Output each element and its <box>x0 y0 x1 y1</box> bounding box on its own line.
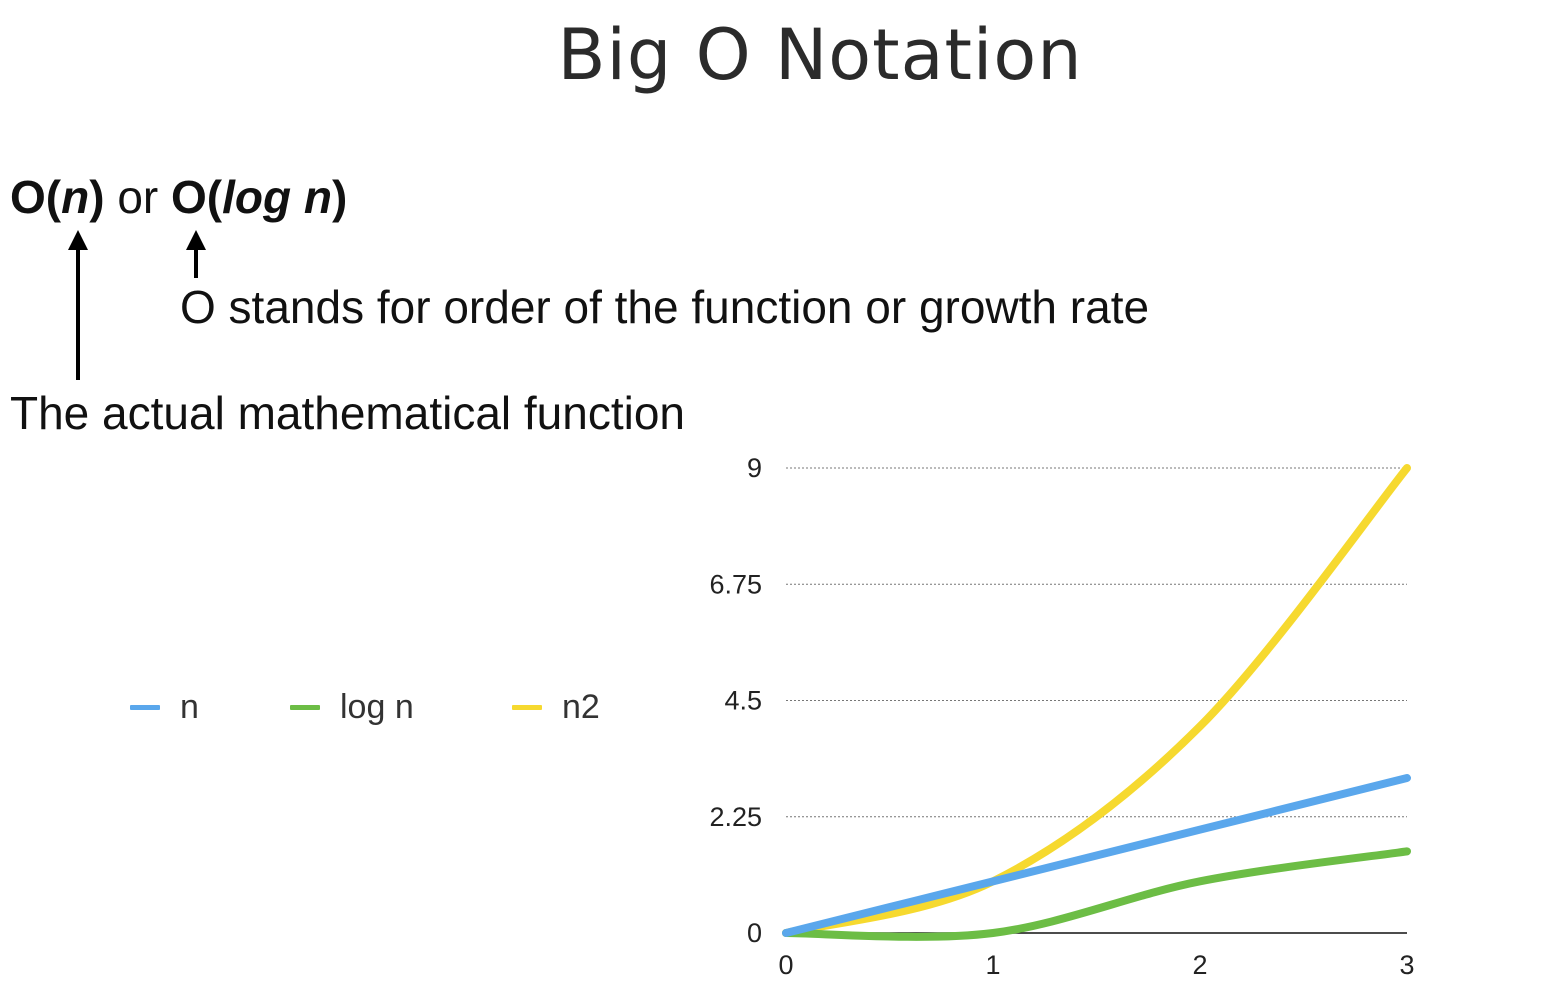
y-tick-label-4: 9 <box>747 453 762 483</box>
y-tick-label-0: 0 <box>747 918 762 948</box>
legend-swatch-n <box>130 705 160 710</box>
x-tick-label-1: 1 <box>985 950 1000 980</box>
arrow-function <box>68 230 88 380</box>
legend-swatch-n2 <box>512 705 542 710</box>
series-line-n <box>782 774 1411 937</box>
y-tick-label-3: 6.75 <box>709 569 762 599</box>
x-tick-label-3: 3 <box>1399 950 1414 980</box>
arrow-order <box>186 230 206 278</box>
y-tick-label-1: 2.25 <box>709 802 762 832</box>
legend-swatch-log-n <box>290 705 320 710</box>
notation-big-o-log-n: O(log n) <box>171 171 348 223</box>
notation-big-o-n: O(n) <box>10 171 105 223</box>
notation-connector: or <box>104 171 172 223</box>
slide-title: Big O Notation <box>557 14 1083 96</box>
x-tick-label-2: 2 <box>1192 950 1207 980</box>
series-line-log-n <box>782 847 1411 941</box>
annotation-function-text: The actual mathematical function <box>10 387 686 439</box>
notation-expression: O(n) or O(log n) <box>10 170 347 224</box>
y-tick-label-2: 4.5 <box>724 686 762 716</box>
x-tick-label-0: 0 <box>778 950 793 980</box>
legend-label-n2: n2 <box>562 688 600 726</box>
legend-label-log-n: log n <box>340 688 414 726</box>
annotation-order-text: O stands for order of the function or gr… <box>180 281 1150 333</box>
legend-label-n: n <box>180 688 199 726</box>
series-line-n2 <box>782 464 1411 937</box>
